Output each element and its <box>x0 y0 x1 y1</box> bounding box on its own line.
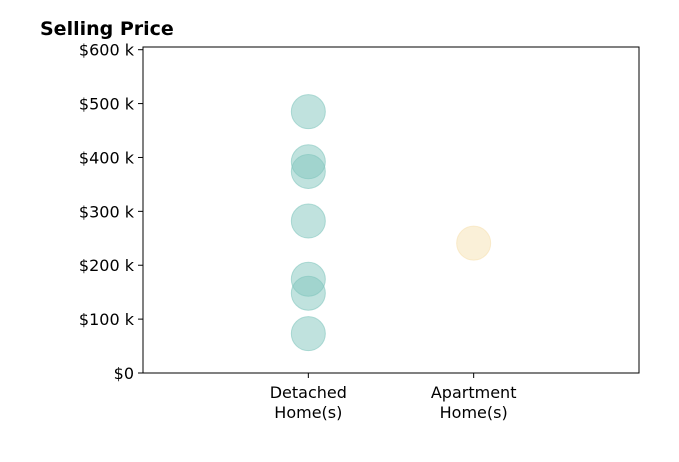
y-tick-label: $200 k <box>79 256 135 275</box>
data-point <box>456 225 492 261</box>
data-point <box>290 275 326 311</box>
y-axis: $0 $100 k $200 k $300 k $400 k $500 k $600 k <box>79 41 143 383</box>
data-point <box>290 316 326 352</box>
y-tick-label: $0 <box>114 364 134 383</box>
x-axis: Detached Home(s) Apartment Home(s) <box>270 373 517 422</box>
y-tick-label: $600 k <box>79 41 135 60</box>
y-tick-label: $100 k <box>79 310 135 329</box>
plot-area-frame <box>142 46 640 374</box>
y-tick-label: $400 k <box>79 148 135 167</box>
y-tick-label: $300 k <box>79 202 135 221</box>
chart-title: Selling Price <box>40 18 174 40</box>
data-points <box>290 94 492 352</box>
y-tick-label: $500 k <box>79 95 135 114</box>
x-tick-label: Detached Home(s) <box>270 383 347 422</box>
data-point <box>290 94 326 130</box>
x-tick-label: Apartment Home(s) <box>431 383 517 422</box>
data-point <box>290 203 326 239</box>
data-point <box>290 153 326 189</box>
